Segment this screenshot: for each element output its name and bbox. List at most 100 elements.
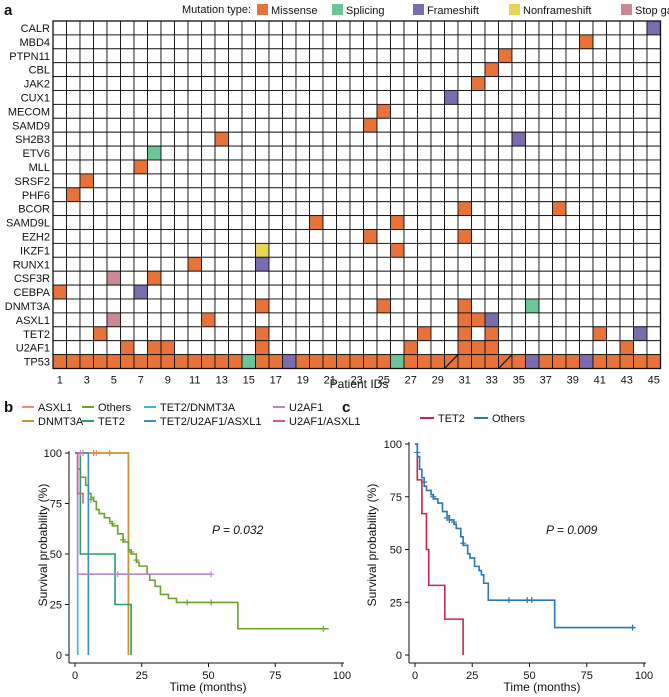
patient-tick-41: 41 — [594, 375, 606, 387]
heatmap-cell — [268, 48, 283, 64]
heatmap-cell — [52, 298, 67, 314]
heatmap-cell — [52, 256, 67, 272]
heatmap-cell — [579, 76, 594, 91]
heatmap-cell — [322, 34, 337, 50]
heatmap-cell — [93, 298, 108, 314]
heatmap-cell — [268, 270, 283, 286]
heatmap-cell — [255, 187, 270, 203]
heatmap-cell — [295, 62, 310, 78]
heatmap-cell — [538, 117, 553, 133]
heatmap-cell — [376, 340, 391, 356]
heatmap-cell — [52, 34, 67, 50]
heatmap-cell — [538, 340, 553, 356]
heatmap-cell — [430, 34, 445, 50]
heatmap-cell — [133, 215, 148, 230]
heatmap-cell — [93, 270, 108, 286]
heatmap-cell — [349, 131, 364, 147]
heatmap-cell — [417, 312, 432, 328]
heatmap-cell — [255, 131, 270, 147]
censor-mark-others — [120, 536, 127, 543]
heatmap-cell — [349, 298, 364, 314]
heatmap-cell — [457, 354, 472, 369]
heatmap-cell — [511, 187, 526, 203]
heatmap-cell — [592, 173, 607, 189]
heatmap-cell — [592, 201, 607, 217]
censor-mark-others — [629, 624, 636, 631]
heatmap-cell — [336, 284, 351, 300]
heatmap-cell — [79, 90, 94, 105]
heatmap-cell — [606, 215, 621, 230]
heatmap-cell — [309, 117, 324, 133]
heatmap-cell — [201, 242, 216, 258]
heatmap-cell — [349, 340, 364, 356]
heatmap-cell — [106, 131, 121, 147]
heatmap-cell — [484, 62, 499, 78]
heatmap-cell — [552, 173, 567, 189]
heatmap-cell — [79, 187, 94, 203]
heatmap-cell — [214, 187, 229, 203]
heatmap-cell — [66, 242, 81, 258]
heatmap-cell — [174, 187, 189, 203]
heatmap-cell — [579, 326, 594, 342]
heatmap-cell — [174, 270, 189, 286]
heatmap-cell — [295, 270, 310, 286]
heatmap-cell — [484, 215, 499, 230]
heatmap-cell — [228, 159, 243, 175]
heatmap-cell — [93, 20, 108, 36]
heatmap-cell — [93, 34, 108, 50]
heatmap-cell — [241, 34, 256, 50]
heatmap-cell — [52, 270, 67, 286]
p-value-c: P = 0.009 — [546, 523, 598, 537]
heatmap-cell — [120, 90, 135, 105]
heatmap-cell — [619, 131, 634, 147]
legend-label-others: Others — [492, 413, 526, 425]
heatmap-cell — [349, 117, 364, 133]
heatmap-cell — [295, 131, 310, 147]
heatmap-cell — [255, 90, 270, 105]
heatmap-cell — [430, 354, 445, 369]
heatmap-cell — [133, 284, 148, 300]
heatmap-cell — [646, 90, 661, 105]
heatmap-cell — [201, 48, 216, 64]
heatmap-cell — [592, 117, 607, 133]
heatmap-cell — [241, 242, 256, 258]
heatmap-cell — [444, 312, 459, 328]
heatmap-cell — [390, 62, 405, 78]
heatmap-cell — [525, 215, 540, 230]
gene-label-mll: MLL — [29, 162, 50, 174]
heatmap-cell — [457, 284, 472, 300]
heatmap-cell — [147, 270, 162, 286]
heatmap-cell — [228, 117, 243, 133]
heatmap-cell — [255, 103, 270, 119]
heatmap-cell — [309, 284, 324, 300]
heatmap-cell — [552, 242, 567, 258]
heatmap-cell — [295, 256, 310, 272]
heatmap-cells — [52, 20, 662, 370]
heatmap-cell — [133, 187, 148, 203]
heatmap-cell — [484, 340, 499, 356]
heatmap-cell — [79, 256, 94, 272]
heatmap-cell — [552, 117, 567, 133]
heatmap-cell — [619, 340, 634, 356]
heatmap-cell — [106, 201, 121, 217]
heatmap-cell — [552, 34, 567, 50]
heatmap-cell — [214, 256, 229, 272]
heatmap-cell — [633, 34, 648, 50]
heatmap-cell — [390, 229, 405, 244]
heatmap-cell — [498, 326, 513, 342]
heatmap-cell — [322, 312, 337, 328]
heatmap-cell — [525, 340, 540, 356]
heatmap-cell — [430, 103, 445, 119]
heatmap-cell — [106, 312, 121, 328]
heatmap-cell — [403, 90, 418, 105]
heatmap-cell — [160, 90, 175, 105]
heatmap-cell — [322, 270, 337, 286]
heatmap-cell — [484, 34, 499, 50]
heatmap-cell — [106, 20, 121, 36]
heatmap-cell — [336, 159, 351, 175]
heatmap-cell — [511, 90, 526, 105]
heatmap-cell — [79, 284, 94, 300]
heatmap-cell — [66, 270, 81, 286]
heatmap-cell — [336, 62, 351, 78]
heatmap-cell — [52, 229, 67, 244]
